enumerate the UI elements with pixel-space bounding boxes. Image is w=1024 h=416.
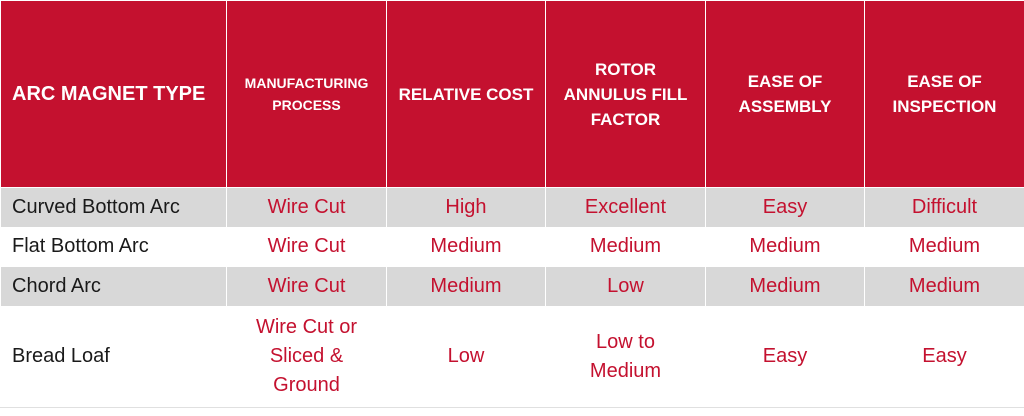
row-label: Chord Arc [0,266,227,307]
cell-relative-cost: Medium [386,266,546,307]
header-row: ARC MAGNET TYPE MANUFACTURING PROCESS RE… [0,0,1024,188]
cell-relative-cost: High [386,187,546,228]
table-header: ARC MAGNET TYPE MANUFACTURING PROCESS RE… [0,0,1024,188]
header-rotor-annulus-fill-factor: ROTOR ANNULUS FILL FACTOR [545,0,706,188]
table-row: Chord Arc Wire Cut Medium Low Medium Med… [0,266,1024,307]
header-arc-magnet-type: ARC MAGNET TYPE [0,0,227,188]
row-label: Flat Bottom Arc [0,226,227,268]
cell-fill-factor: Low [545,266,706,307]
cell-ease-of-assembly: Easy [705,305,865,409]
cell-manufacturing-process: Wire Cut or Sliced & Ground [226,305,387,409]
cell-ease-of-assembly: Medium [705,266,865,307]
table-row: Curved Bottom Arc Wire Cut High Excellen… [0,187,1024,228]
table-row: Bread Loaf Wire Cut or Sliced & Ground L… [0,305,1024,409]
cell-fill-factor: Low to Medium [545,305,706,409]
table-row: Flat Bottom Arc Wire Cut Medium Medium M… [0,226,1024,268]
row-label: Bread Loaf [0,305,227,409]
row-label: Curved Bottom Arc [0,187,227,228]
header-ease-of-assembly: EASE OF ASSEMBLY [705,0,865,188]
header-relative-cost: RELATIVE COST [386,0,546,188]
cell-manufacturing-process: Wire Cut [226,226,387,268]
cell-manufacturing-process: Wire Cut [226,187,387,228]
cell-fill-factor: Medium [545,226,706,268]
cell-ease-of-inspection: Medium [864,226,1024,268]
header-manufacturing-process: MANUFACTURING PROCESS [226,0,387,188]
cell-ease-of-inspection: Easy [864,305,1024,409]
cell-ease-of-inspection: Medium [864,266,1024,307]
cell-ease-of-inspection: Difficult [864,187,1024,228]
cell-manufacturing-process: Wire Cut [226,266,387,307]
table-body: Curved Bottom Arc Wire Cut High Excellen… [0,187,1024,409]
cell-fill-factor: Excellent [545,187,706,228]
cell-ease-of-assembly: Easy [705,187,865,228]
cell-relative-cost: Medium [386,226,546,268]
cell-ease-of-assembly: Medium [705,226,865,268]
header-ease-of-inspection: EASE OF INSPECTION [864,0,1024,188]
cell-relative-cost: Low [386,305,546,409]
